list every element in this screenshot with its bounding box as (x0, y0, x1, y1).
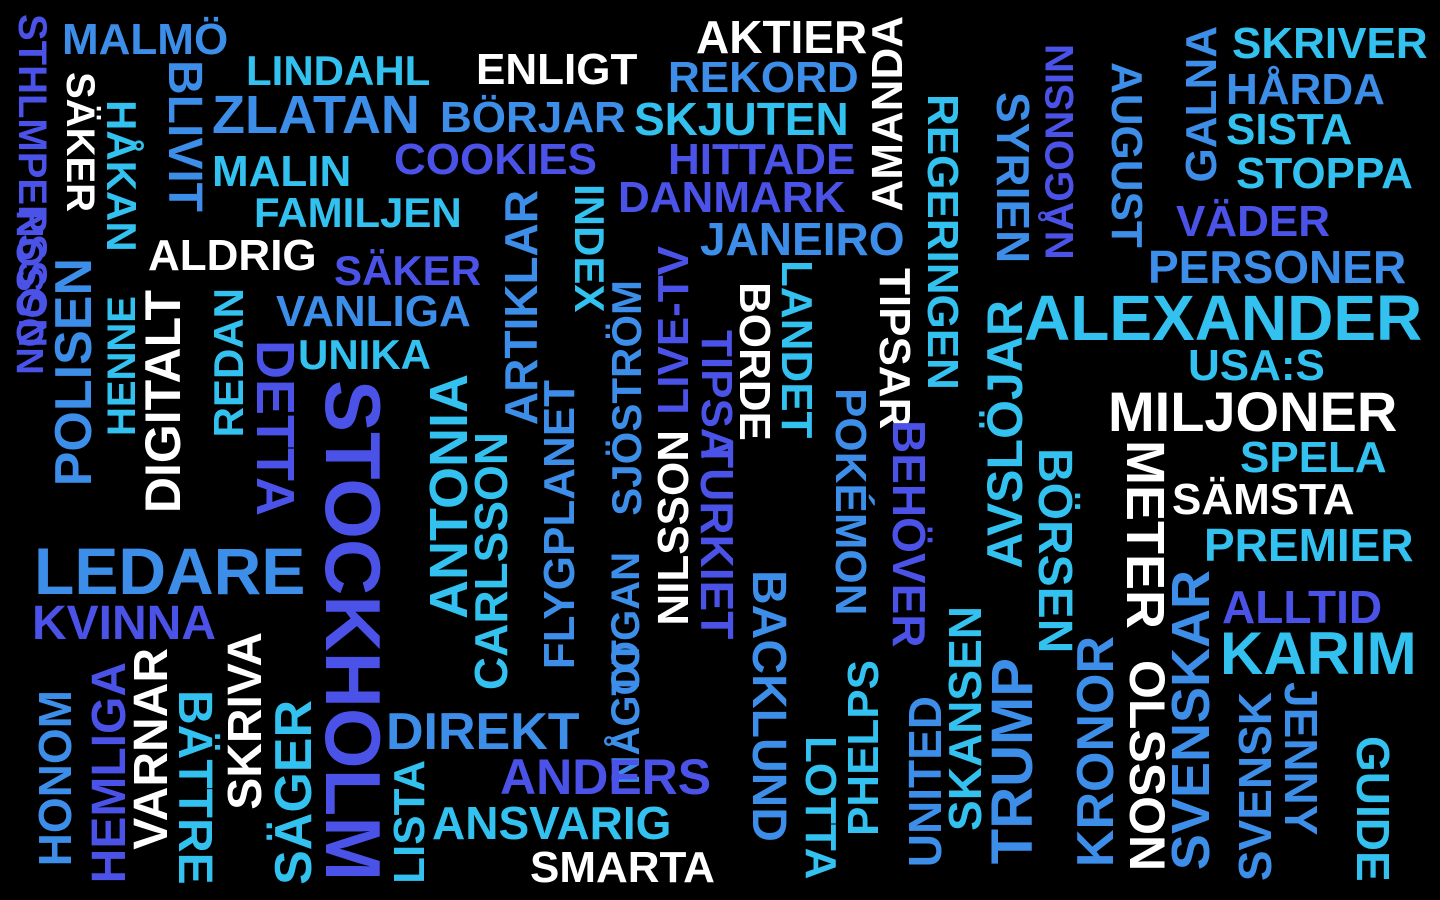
word: AKTIER (696, 11, 868, 63)
word: ALEXANDER (1024, 282, 1423, 354)
word: BEHÖVER (883, 420, 935, 648)
word: BLIVIT (158, 60, 211, 212)
word: DIGITALT (135, 290, 191, 514)
word: SYRIEN (987, 92, 1039, 264)
word: STOPPA (1236, 149, 1413, 198)
word: HÅRDA (1226, 65, 1385, 114)
word: MALMÖ (62, 15, 229, 64)
word: SISTA (1226, 105, 1353, 154)
word: JANEIRO (700, 213, 905, 265)
word: REKORD (668, 53, 859, 102)
word: DETTA (245, 340, 305, 516)
word: SÄKER (58, 72, 102, 213)
word: SKRIVER (1232, 19, 1428, 68)
word: AMANDA (863, 16, 912, 212)
word: SÄKER (334, 247, 482, 294)
word: SÄGER (265, 700, 323, 885)
word: SÄMSTA (1172, 475, 1355, 524)
word: VANLIGA (276, 287, 471, 336)
word: FLYGPLANET (535, 380, 584, 670)
word: LANDET (772, 260, 821, 439)
word: SPELA (1240, 433, 1387, 482)
word: INDEX (566, 184, 613, 313)
word: ZLATAN (212, 85, 420, 145)
word: TIPSA (692, 330, 741, 460)
word: MILJONER (1108, 380, 1398, 443)
word: PERSONER (1148, 241, 1407, 293)
word: BÖRJAR (440, 93, 626, 142)
word: GALNA (1177, 26, 1226, 183)
word: FAMILJEN (254, 189, 462, 236)
word: VÄDER (1176, 197, 1331, 246)
word: AVSLÖJAR (977, 300, 1033, 569)
word: CARLSSON (465, 432, 517, 691)
word: LOTTA (796, 736, 845, 880)
word: LINDAHL (246, 47, 431, 94)
word: REDAN (205, 288, 252, 438)
word: COOKIES (394, 135, 597, 184)
word: REGERINGEN (918, 94, 967, 390)
word: PHELPS (839, 660, 888, 837)
word: HITTADE (668, 135, 856, 184)
word: TIPSAR (870, 268, 919, 430)
word: SJÖSTRÖM (603, 280, 650, 516)
word: LISTA (385, 760, 434, 884)
word: POLISEN (45, 258, 103, 487)
word: HÅKAN (98, 100, 145, 252)
word: ENLIGT (476, 45, 638, 94)
word: STHLMPERSSON (10, 14, 54, 348)
word: BÖRSEN (1028, 448, 1081, 654)
word: STOCKHOLM (309, 380, 397, 882)
word: GUIDE (1347, 736, 1399, 882)
word: MALIN (212, 147, 352, 196)
word: ANSVARIG (432, 797, 672, 849)
word: ANDERS (500, 749, 712, 805)
word: AUGUST (1102, 62, 1151, 248)
word: NÅGONSIN (1038, 44, 1082, 260)
word: ALDRIG (148, 231, 317, 280)
word: SVENSK (1229, 692, 1281, 882)
word: OLSSON (1119, 660, 1175, 872)
word: TURKIET (691, 440, 743, 640)
word: LIVE-TV (649, 246, 698, 415)
word: NILSSON (649, 430, 698, 626)
word: KVINNA (32, 597, 217, 650)
word: JENNY (1275, 682, 1327, 836)
word: SMARTA (530, 843, 715, 892)
word: LEDARE (34, 534, 306, 608)
word: KRONOR (1067, 636, 1125, 868)
word: BÄTTRE (168, 690, 221, 885)
word: UNIKA (298, 331, 431, 378)
word: SVENSKAR (1161, 570, 1221, 871)
word: PREMIER (1204, 519, 1414, 571)
word: DANMARK (618, 173, 846, 222)
word: HONOM (29, 690, 81, 867)
word: SKRIVA (219, 632, 272, 810)
word: METER (1115, 440, 1175, 629)
word: KARIM (1220, 620, 1417, 687)
word: TRUMP (980, 658, 1045, 865)
word: BACKLUND (742, 570, 795, 842)
word: POKÉMON (826, 388, 875, 616)
word: DIREKT (386, 703, 580, 761)
word: ALLTID (1222, 581, 1383, 633)
word: USA:S (1188, 341, 1325, 390)
word: SKJUTEN (634, 93, 849, 145)
word: BORDE (730, 282, 779, 441)
